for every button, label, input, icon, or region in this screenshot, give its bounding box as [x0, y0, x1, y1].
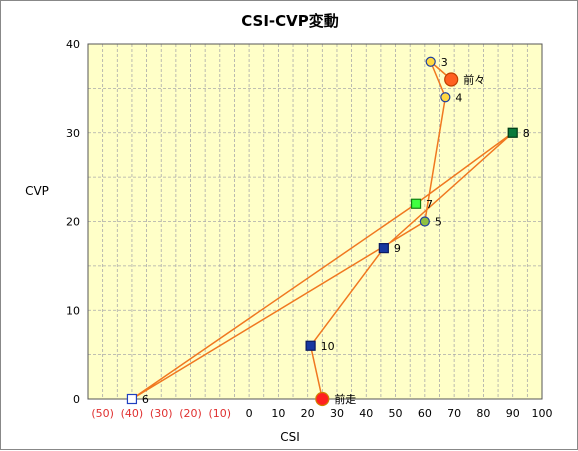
data-point-marker [444, 72, 459, 87]
x-tick-label: 10 [271, 407, 285, 420]
x-tick-label: (50) [91, 407, 114, 420]
y-tick-label: 10 [66, 304, 80, 317]
x-tick-label: (20) [179, 407, 202, 420]
data-point-label: 7 [426, 198, 433, 211]
data-point-label: 8 [523, 127, 530, 140]
x-tick-label: 30 [330, 407, 344, 420]
x-tick-label: 0 [246, 407, 253, 420]
x-tick-label: (40) [121, 407, 144, 420]
series-line [131, 61, 514, 400]
x-tick-label: 90 [506, 407, 520, 420]
data-point-marker [419, 216, 430, 227]
data-point-label: 5 [435, 216, 442, 229]
x-tick-label: 60 [418, 407, 432, 420]
data-point-label: 前走 [334, 392, 356, 406]
data-point-marker [126, 393, 138, 405]
plot-border [87, 43, 543, 400]
data-point-marker [425, 56, 436, 67]
x-axis-title: CSI [280, 430, 300, 444]
data-point-marker [440, 92, 451, 103]
y-tick-label: 0 [73, 393, 80, 406]
data-point-marker [315, 391, 330, 407]
x-tick-label: 100 [532, 407, 553, 420]
data-points [126, 56, 518, 407]
chart-title: CSI-CVP変動 [241, 12, 339, 30]
data-point-marker [378, 243, 389, 254]
x-tick-label: 80 [476, 407, 490, 420]
data-point-label: 9 [394, 242, 401, 255]
y-tick-label: 40 [66, 38, 80, 51]
y-axis-ticks: 0 10 20 30 40 [66, 38, 80, 406]
x-tick-label: 50 [389, 407, 403, 420]
data-point-label: 10 [321, 340, 335, 353]
data-point-label: 6 [142, 393, 149, 406]
data-point-label: 4 [455, 91, 462, 104]
data-point-marker [305, 340, 316, 351]
y-axis-title: CVP [25, 184, 49, 198]
grid-lines [88, 44, 542, 399]
data-point-marker [410, 198, 422, 209]
point-labels: 前走 10 9 8 7 6 5 4 3 前々 [142, 56, 530, 406]
x-tick-label: (10) [209, 407, 232, 420]
x-axis-ticks: (50) (40) (30) (20) (10) 0 10 20 30 40 50 60 70 80 90 1… [91, 407, 552, 420]
trend-line [131, 61, 514, 400]
x-tick-label: 70 [447, 407, 461, 420]
data-point-label: 前々 [463, 73, 485, 87]
data-point-label: 3 [441, 56, 448, 69]
x-tick-label: (30) [150, 407, 173, 420]
y-tick-label: 20 [66, 216, 80, 229]
y-tick-label: 30 [66, 127, 80, 140]
x-tick-label: 20 [301, 407, 315, 420]
x-tick-label: 40 [359, 407, 373, 420]
data-point-marker [507, 127, 518, 138]
